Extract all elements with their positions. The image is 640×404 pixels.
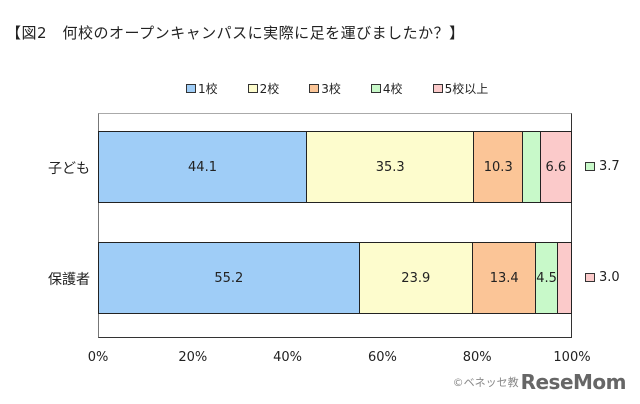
outside-value: 3.0 [599,270,620,285]
credit-text: ©ベネッセ教 [452,376,519,389]
bar-row: 44.1 35.3 10.3 6.6 [98,131,572,203]
legend-item: 5校以上 [432,80,489,97]
legend-label: 1校 [198,82,218,96]
outside-value: 3.7 [599,159,620,174]
segment-value: 4.5 [536,270,557,286]
swatch-icon [585,273,595,282]
legend-swatch-icon [247,84,258,93]
x-tick-label: 80% [462,350,492,365]
segment-value: 13.4 [489,270,519,286]
segment-value: 44.1 [188,159,217,175]
category-label: 保護者 [48,272,90,288]
legend-swatch-icon [186,84,196,93]
swatch-icon [585,162,595,171]
bar-segment [557,242,572,314]
bar-segment: 55.2 [98,242,360,314]
bar-segment: 4.5 [536,242,558,314]
legend-item: 2校 [247,80,280,97]
legend-item: 4校 [370,80,403,97]
legend-label: 5校以上 [444,82,489,96]
segment-value: 23.9 [401,270,431,286]
legend-label: 2校 [259,82,280,96]
segment-value: 55.2 [214,270,244,286]
legend: 1校 2校 3校 4校 5校以上 [186,80,518,97]
plot-area [98,113,572,338]
category-label: 子ども [48,161,90,177]
legend-item: 3校 [309,80,341,97]
x-tick-label: 20% [178,350,208,365]
credit: ©ベネッセ教 ReseMom [452,370,627,394]
bar-row: 55.2 23.9 13.4 4.5 [98,242,572,314]
legend-swatch-icon [432,84,443,93]
bar-segment: 35.3 [307,131,475,203]
bar-segment: 44.1 [98,131,308,203]
legend-swatch-icon [370,84,381,93]
legend-swatch-icon [309,84,320,93]
x-tick-label: 100% [553,350,591,365]
bar-segment: 23.9 [359,242,473,314]
resemom-logo: ReseMom [520,370,627,394]
bar-segment: 10.3 [474,131,524,203]
x-tick-label: 0% [87,350,109,365]
bar-segment [523,131,541,203]
segment-value: 10.3 [483,159,513,175]
segment-value: 6.6 [545,159,567,175]
chart-title: 【図2 何校のオープンキャンパスに実際に足を運びましたか？】 [6,24,465,42]
x-tick-label: 40% [273,350,303,365]
legend-label: 3校 [321,82,341,96]
outside-value-label: 3.0 [585,270,620,285]
segment-value: 35.3 [375,159,405,175]
bar-segment: 6.6 [540,131,572,203]
legend-label: 4校 [382,82,403,96]
bar-segment: 13.4 [472,242,537,314]
legend-item: 1校 [186,80,218,97]
outside-value-label: 3.7 [585,159,620,174]
x-tick-label: 60% [367,350,397,365]
